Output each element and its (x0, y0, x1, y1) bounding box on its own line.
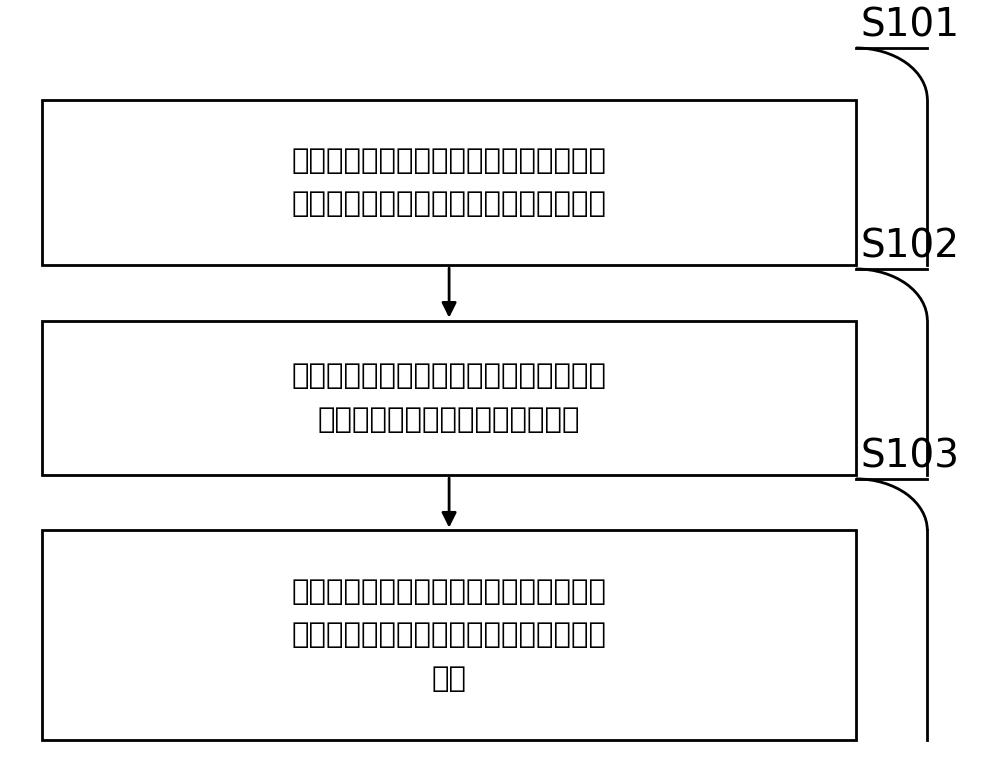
Text: 如果监测到所述挖掘机符合预设升速条件
，将所述第二级怠速转速升高为所述工作
转速: 如果监测到所述挖掘机符合预设升速条件 ，将所述第二级怠速转速升高为所述工作 转速 (292, 578, 607, 693)
Text: 如果接收到用户下发的怠速指令，将第一
级怠速转速降低为第二级怠速转速: 如果接收到用户下发的怠速指令，将第一 级怠速转速降低为第二级怠速转速 (292, 362, 607, 433)
Text: 如果监测到挖掘机符合预设降速条件，将
挖掘机的工作转速降低为第一级怠速转速: 如果监测到挖掘机符合预设降速条件，将 挖掘机的工作转速降低为第一级怠速转速 (292, 147, 607, 218)
Bar (42, 100, 856, 265)
Bar (42, 530, 856, 741)
Text: S103: S103 (861, 437, 959, 475)
Bar (42, 320, 856, 475)
Text: S102: S102 (861, 228, 959, 265)
Text: S101: S101 (861, 6, 959, 44)
